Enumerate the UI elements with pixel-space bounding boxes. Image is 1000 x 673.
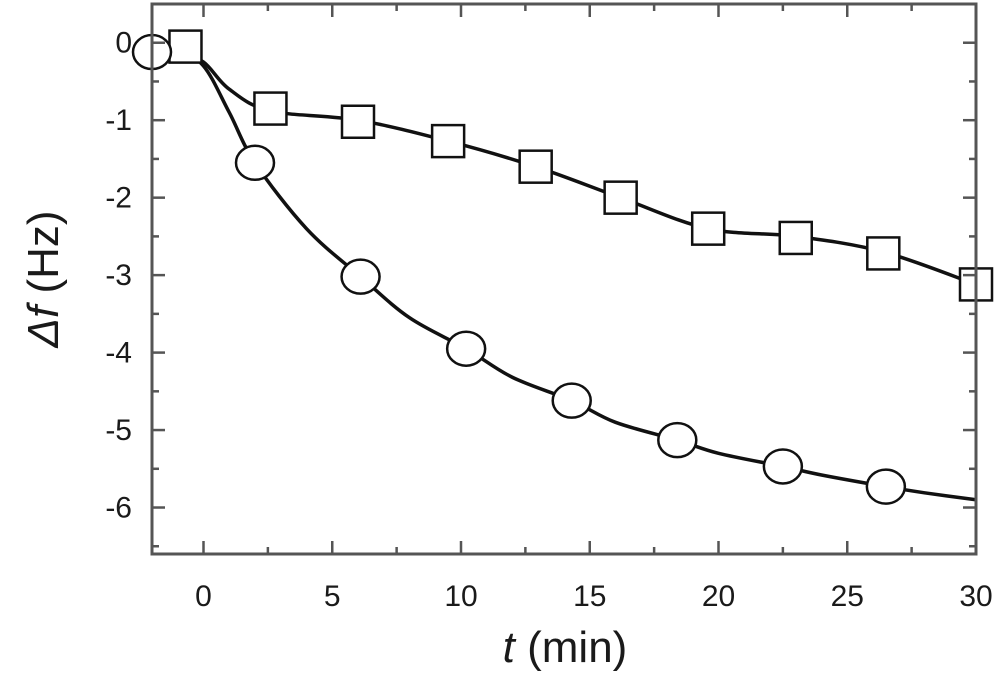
plot-frame xyxy=(150,2,978,556)
series-square-line xyxy=(151,48,977,287)
y-axis-unit: (Hz) xyxy=(19,210,68,293)
y-tick-label: 0 xyxy=(115,27,132,60)
series-markers xyxy=(131,29,994,505)
y-axis-ticks: 0 -1 -2 -3 -4 -5 -6 xyxy=(105,2,976,548)
x-tick-label: 5 xyxy=(324,580,341,613)
y-tick-label: -2 xyxy=(105,182,132,215)
circle-marker xyxy=(234,144,276,182)
x-axis-label: t (min) xyxy=(503,623,628,672)
square-marker xyxy=(430,123,466,159)
y-tick-label: -1 xyxy=(105,104,132,137)
square-marker xyxy=(253,91,288,126)
y-tick-label: -6 xyxy=(105,492,132,525)
x-tick-label: 20 xyxy=(702,580,735,613)
circle-marker xyxy=(657,421,698,459)
square-marker xyxy=(778,220,813,256)
circle-marker xyxy=(340,258,381,295)
x-tick-label: 25 xyxy=(831,580,864,613)
square-marker xyxy=(168,29,203,64)
x-tick-label: 15 xyxy=(573,580,606,613)
circle-marker xyxy=(445,330,487,367)
x-axis-unit: (min) xyxy=(527,623,627,672)
x-axis-symbol: t xyxy=(503,623,517,672)
y-axis-label: Δf (Hz) xyxy=(19,210,68,348)
square-marker xyxy=(518,149,553,184)
square-marker xyxy=(603,180,638,215)
x-tick-label: 30 xyxy=(959,580,992,613)
square-marker xyxy=(866,236,901,271)
y-tick-label: -3 xyxy=(105,259,132,292)
circle-marker xyxy=(551,382,592,419)
y-tick-label: -4 xyxy=(105,337,132,370)
x-tick-label: 0 xyxy=(195,580,212,613)
square-marker xyxy=(340,104,376,139)
x-tick-label: 10 xyxy=(444,580,477,613)
y-axis-symbol: Δf xyxy=(19,301,68,349)
x-axis-ticks: 0 5 10 15 20 25 30 xyxy=(195,4,993,613)
circle-marker xyxy=(865,468,907,505)
series-circle-line xyxy=(151,48,977,502)
circle-marker xyxy=(762,448,804,485)
y-tick-label: -5 xyxy=(105,414,132,447)
square-marker xyxy=(690,211,726,246)
